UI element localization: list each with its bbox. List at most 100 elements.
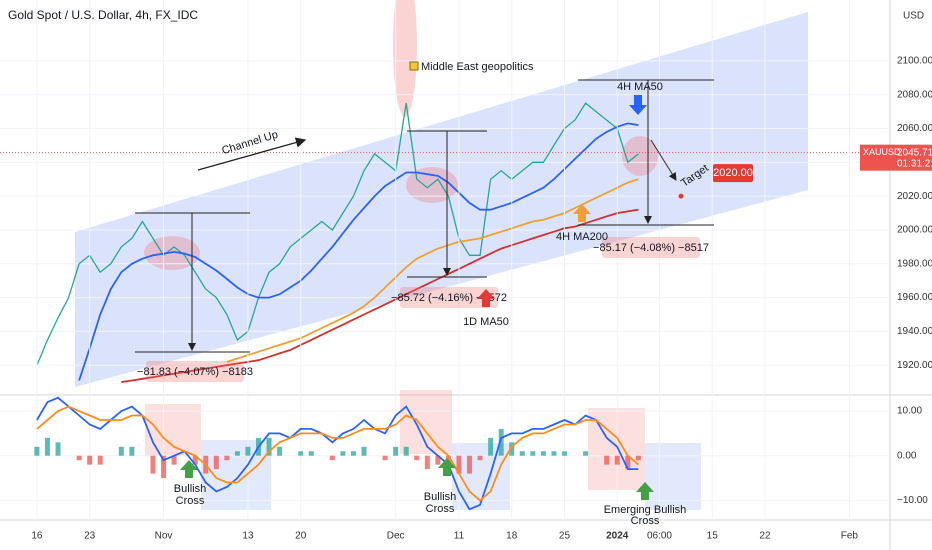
histogram-bar — [245, 446, 251, 456]
histogram-bar — [477, 455, 483, 461]
histogram-bar — [498, 428, 504, 456]
annotation: 4H MA200 — [556, 231, 608, 243]
annotation: 4H MA50 — [617, 81, 663, 93]
x-tick-label: 20 — [295, 531, 307, 542]
annotation: 1D MA50 — [463, 316, 509, 328]
up-arrow — [438, 458, 456, 476]
x-tick-label: 16 — [31, 531, 43, 542]
currency: USD — [903, 11, 924, 22]
histogram-bar — [234, 451, 240, 456]
histogram-bar — [192, 455, 198, 465]
target-box — [713, 164, 753, 183]
x-tick-label: Feb — [841, 531, 859, 542]
histogram-bar — [277, 446, 283, 456]
annotation: Emerging Bullish — [604, 504, 687, 516]
histogram-bar — [97, 455, 103, 465]
measure-box — [400, 287, 498, 308]
target-point — [678, 193, 684, 199]
histogram-bar — [488, 437, 494, 456]
annotation: Bullish — [174, 483, 206, 495]
histogram-bar — [519, 451, 525, 456]
countdown: 01:31:21 — [897, 158, 932, 169]
histogram-bar — [467, 455, 473, 474]
histogram-bar — [509, 442, 515, 456]
histogram-bar — [393, 446, 399, 456]
target-label: 2020.00 — [713, 167, 753, 179]
y-tick-label: 10.00 — [897, 406, 922, 417]
y-tick-label: 0.00 — [897, 450, 917, 461]
y-tick-label: 2080.00 — [897, 89, 932, 100]
x-tick-label: 18 — [506, 531, 518, 542]
histogram-bar — [635, 455, 641, 461]
x-tick-label: 2024 — [606, 531, 629, 542]
histogram-bar — [340, 451, 346, 456]
annotation: Cross — [176, 495, 205, 507]
series-line — [78, 122, 639, 381]
histogram-bar — [329, 455, 335, 461]
x-tick-label: Nov — [155, 531, 173, 542]
histogram-bar — [308, 451, 314, 456]
histogram-bar — [414, 455, 420, 461]
histogram-bar — [456, 455, 462, 474]
y-tick-label: 2020.00 — [897, 191, 932, 202]
histogram-bar — [403, 446, 409, 456]
histogram-bar — [530, 451, 536, 456]
x-tick-label: 22 — [759, 531, 771, 542]
x-tick-label: 11 — [454, 531, 465, 542]
histogram-bar — [224, 455, 230, 461]
x-tick-label: 13 — [242, 531, 254, 542]
y-tick-label: 1960.00 — [897, 292, 932, 303]
channel — [75, 12, 808, 387]
icon — [409, 61, 419, 71]
histogram-bar — [118, 446, 124, 456]
x-tick-label: 25 — [559, 531, 571, 542]
histogram-bar — [87, 455, 93, 465]
y-tick-label: 1920.00 — [897, 360, 932, 371]
symbol-label: XAUUSD — [863, 147, 901, 157]
histogram-bar — [213, 455, 219, 470]
y-tick-label: 1940.00 — [897, 326, 932, 337]
measure-label: −85.72 (−4.16%) −8572 — [391, 292, 507, 304]
x-tick-label: 15 — [707, 531, 719, 542]
y-tick-label: 2100.00 — [897, 56, 932, 67]
down-arrow — [629, 95, 647, 115]
arrow — [197, 137, 307, 171]
price-box — [860, 144, 932, 171]
histogram-bar — [298, 451, 304, 456]
chart-title: Gold Spot / U.S. Dollar, 4h, FX_IDC — [8, 8, 198, 22]
histogram-bar — [604, 455, 610, 465]
histogram-bar — [266, 437, 272, 456]
histogram-bar — [34, 446, 40, 456]
series-line — [36, 405, 639, 502]
histogram-bar — [424, 455, 430, 470]
highlight — [622, 136, 658, 176]
histogram-bar — [625, 455, 631, 470]
histogram-bar — [55, 442, 61, 456]
histogram-bar — [44, 437, 50, 456]
histogram-bar — [361, 446, 367, 456]
y-tick-label: −10.00 — [897, 495, 928, 506]
histogram-bar — [150, 455, 156, 474]
histogram-bar — [382, 455, 388, 461]
projection — [650, 139, 677, 181]
histogram-bar — [161, 455, 167, 479]
y-tick-label: 2060.00 — [897, 123, 932, 134]
annotation: Bullish — [424, 491, 456, 503]
histogram-bar — [129, 446, 135, 456]
highlight — [393, 0, 417, 117]
series-line — [36, 102, 639, 366]
zone — [145, 404, 201, 456]
histogram-bar — [171, 455, 177, 465]
zone — [645, 443, 701, 510]
x-tick-label: Dec — [387, 531, 405, 542]
measure-box — [146, 361, 244, 382]
histogram-bar — [540, 451, 546, 456]
histogram-bar — [583, 451, 589, 456]
histogram-bar — [76, 455, 82, 461]
y-tick-label: 2000.00 — [897, 225, 932, 236]
histogram-bar — [561, 451, 567, 456]
annotation: Middle East geopolitics — [421, 61, 534, 73]
highlight — [406, 167, 458, 203]
